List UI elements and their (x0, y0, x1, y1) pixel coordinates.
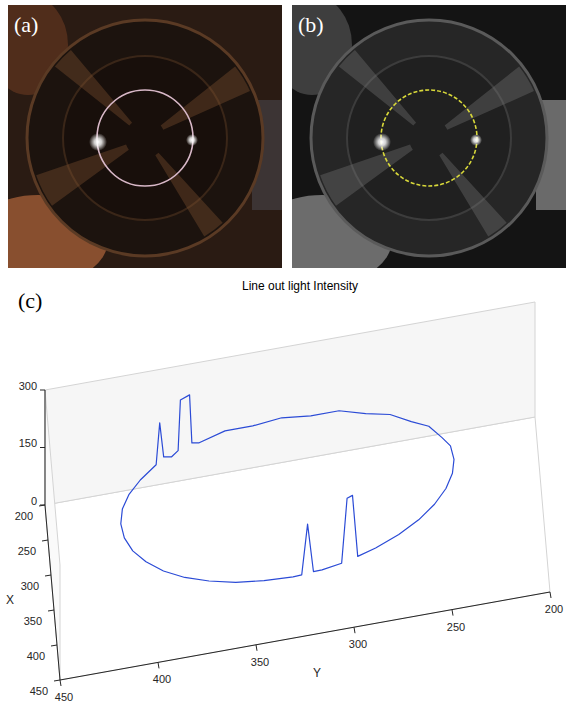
photo-spot (89, 133, 107, 151)
z-tick-label: 300 (19, 380, 37, 392)
x-tick (42, 540, 48, 541)
x-tick-label: 250 (18, 545, 36, 557)
plot-3d (39, 302, 551, 686)
photo-ray (155, 153, 222, 237)
panel-label: (a) (14, 12, 38, 37)
figure: (a) (b) (c) 200 250 300 350 400 450 200 250 300 350 4… (0, 0, 576, 710)
x-tick (51, 645, 57, 646)
side-wall (45, 390, 60, 680)
x-axis-line (45, 505, 60, 680)
photo-ray (55, 50, 132, 126)
panel-label: (b) (298, 12, 324, 37)
z-tick (40, 390, 45, 391)
y-tick-label: 200 (545, 603, 563, 615)
z-tick (40, 505, 45, 506)
intensity-line (121, 395, 454, 582)
y-tick (452, 610, 453, 616)
y-axis-title: Y (313, 666, 321, 680)
photo-ray (439, 153, 506, 237)
photo-spot (470, 134, 482, 146)
y-tick (60, 680, 61, 686)
photo-ray (339, 50, 416, 126)
photo-panel (292, 5, 566, 268)
y-tick-label: 400 (153, 673, 171, 685)
photo-ring (381, 90, 477, 186)
photo-ring (97, 90, 193, 186)
z-tick-label: 150 (19, 437, 37, 449)
chart-title: Line out light Intensity (242, 279, 358, 293)
y-tick-label: 450 (55, 691, 73, 703)
x-tick-label: 300 (21, 580, 39, 592)
photo-disk (27, 20, 263, 256)
z-tick (40, 447, 45, 448)
back-wall (45, 302, 535, 505)
data-group (121, 395, 454, 582)
y-tick (550, 592, 551, 598)
x-axis-title: X (6, 593, 14, 607)
y-tick (256, 645, 257, 651)
y-tick-label: 350 (251, 656, 269, 668)
photo-spot (373, 133, 391, 151)
photo-panel (8, 5, 282, 268)
x-tick-label: 400 (27, 650, 45, 662)
y-tick (158, 662, 159, 668)
y-tick (354, 627, 355, 633)
x-tick-label: 200 (15, 510, 33, 522)
y-tick-label: 250 (447, 621, 465, 633)
x-tick (39, 505, 45, 506)
x-tick (54, 680, 60, 681)
photo-disk (311, 20, 547, 256)
x-tick (48, 610, 54, 611)
photo-ray (320, 144, 413, 205)
x-tick (45, 575, 51, 576)
x-tick-label: 350 (24, 615, 42, 627)
photo-ray (445, 67, 534, 130)
photo-spot (186, 134, 198, 146)
x-tick-label: 450 (30, 685, 48, 697)
panel-label: (c) (18, 288, 42, 313)
photo-ray (161, 67, 250, 130)
y-tick-label: 300 (349, 638, 367, 650)
y-axis-line (60, 592, 550, 680)
z-tick-label: 0 (31, 495, 37, 507)
